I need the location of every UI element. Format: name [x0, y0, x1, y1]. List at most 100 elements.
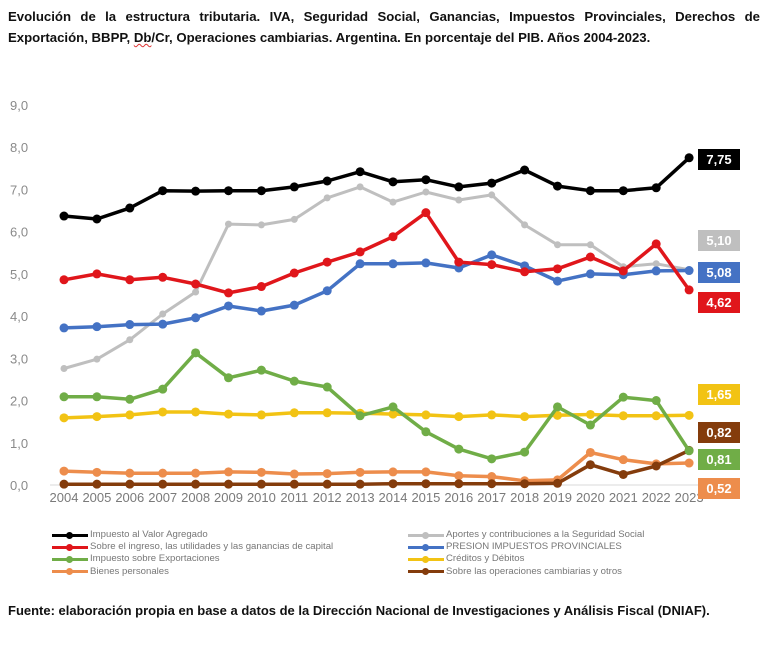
end-value-label: 5,10 [698, 230, 740, 251]
legend-left: Impuesto al Valor Agregado Sobre el ingre… [52, 529, 333, 578]
data-point [355, 411, 365, 421]
data-point [256, 467, 266, 477]
data-point [487, 410, 497, 420]
data-point [421, 208, 431, 218]
legend-line-marker-icon [408, 567, 444, 577]
legend-line-marker-icon [408, 530, 444, 540]
data-point [290, 215, 298, 223]
data-point [256, 479, 266, 489]
y-tick-label: 3,0 [10, 351, 28, 366]
x-axis-ticks: 2004 2005 2006 2007 2008 2009 2010 2011 2012 2013… [50, 490, 704, 505]
data-point [225, 220, 232, 228]
series-cr-ditos-y-d-bitos [59, 407, 694, 423]
data-point [454, 444, 464, 454]
data-point [487, 260, 497, 270]
data-point [289, 408, 299, 418]
x-tick-label: 2012 [313, 490, 342, 505]
series-bienes-personales [59, 447, 694, 486]
title-spellcheck-word: Db [133, 30, 152, 45]
x-tick-label: 2011 [280, 490, 308, 505]
end-label-text: 0,81 [706, 452, 731, 467]
end-value-label: 7,75 [698, 149, 740, 170]
data-point [125, 410, 135, 420]
data-point [618, 266, 628, 276]
data-point [355, 247, 365, 257]
data-point [289, 182, 299, 192]
y-axis-ticks: 0,0 1,0 2,0 3,0 4,0 5,0 6,0 7,0 8,0 9,0 [10, 98, 28, 493]
legend-label: Sobre el ingreso, las utilidades y las g… [90, 541, 334, 553]
data-point [454, 471, 464, 481]
data-point [289, 376, 299, 386]
data-point [553, 402, 562, 412]
data-point [488, 191, 496, 199]
x-tick-label: 2014 [379, 490, 408, 505]
data-point [125, 203, 135, 213]
x-tick-label: 2016 [444, 490, 473, 505]
x-tick-label: 2013 [346, 490, 375, 505]
series-line [63, 253, 690, 330]
data-point [125, 320, 135, 330]
data-point [158, 186, 168, 196]
data-point [289, 268, 299, 278]
data-point [256, 282, 266, 292]
y-tick-label: 5,0 [10, 267, 28, 282]
data-point [224, 373, 233, 383]
legend-item: PRESION IMPUESTOS PROVINCIALES [408, 541, 644, 553]
data-point [487, 479, 497, 489]
data-point [125, 394, 135, 404]
data-point [59, 211, 69, 221]
x-tick-label: 2022 [642, 490, 671, 505]
legend-item: Bienes personales [52, 566, 333, 578]
data-point [158, 319, 168, 329]
data-point [651, 183, 661, 193]
data-point [158, 479, 168, 489]
y-tick-label: 9,0 [10, 98, 28, 113]
legend-line-marker-icon [52, 530, 88, 540]
data-point [355, 479, 365, 489]
x-tick-label: 2023 [675, 490, 704, 505]
data-point [59, 323, 69, 333]
x-tick-label: 2010 [247, 490, 276, 505]
x-tick-label: 2004 [50, 490, 79, 505]
data-point [257, 221, 265, 229]
data-point [59, 413, 69, 423]
data-point [125, 479, 135, 489]
series-line [63, 410, 690, 420]
end-label-box [698, 262, 740, 283]
data-point [289, 300, 299, 310]
data-point [125, 468, 135, 478]
data-point [487, 178, 497, 188]
data-point [454, 182, 464, 192]
data-point [224, 409, 233, 419]
data-point [455, 196, 463, 204]
data-point [618, 186, 628, 196]
data-point [256, 365, 266, 375]
series-group [59, 153, 694, 489]
data-point [191, 279, 201, 289]
data-point [520, 479, 530, 489]
data-point [388, 479, 398, 489]
legend-item: Sobre las operaciones cambiarias y otros [408, 566, 644, 578]
x-tick-label: 2007 [148, 490, 177, 505]
data-point [256, 306, 266, 316]
legend-line-marker-icon [52, 567, 88, 577]
chart-title: Evolución de la estructura tributaria. I… [8, 6, 760, 48]
data-point [191, 313, 201, 323]
data-point [224, 301, 233, 311]
data-point [92, 412, 102, 422]
series-impuesto-al-valor-agregado [59, 153, 694, 224]
end-label-text: 5,08 [706, 265, 731, 280]
data-point [684, 410, 694, 420]
line-chart: 0,01,02,03,04,05,06,07,08,09,0 2004 2005 2… [10, 98, 740, 505]
end-value-label: 0,81 [698, 449, 740, 470]
data-point [388, 467, 398, 477]
series-sobre-las-operaciones-cambiarias-y-otros [59, 445, 694, 489]
end-label-box [698, 384, 740, 405]
legend-label: Impuesto sobre Exportaciones [90, 553, 220, 565]
data-point [684, 153, 694, 163]
end-label-text: 0,82 [706, 425, 731, 440]
x-tick-label: 2015 [411, 490, 440, 505]
data-point [92, 467, 102, 477]
legend-line-marker-icon [408, 542, 444, 552]
data-point [191, 479, 201, 489]
